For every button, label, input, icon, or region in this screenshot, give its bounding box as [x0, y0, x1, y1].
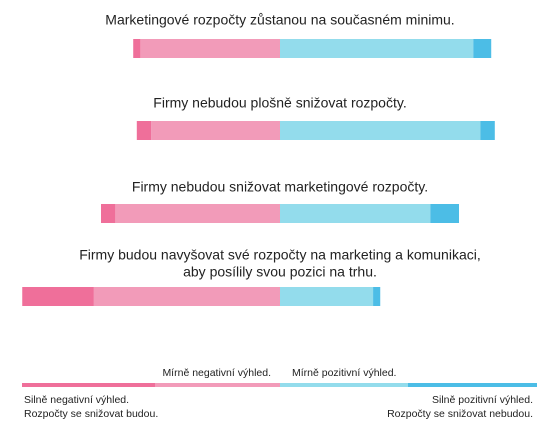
bar-segment — [280, 39, 474, 58]
bar-segment — [280, 287, 374, 306]
legend-label: Silně pozitivní výhled. — [432, 394, 533, 406]
legend-label: Mírně pozitivní výhled. — [292, 367, 396, 379]
bar-segment — [93, 287, 280, 306]
bar-segment — [280, 204, 431, 223]
bar-segment — [22, 287, 94, 306]
bar-segment — [373, 287, 381, 306]
bar-segment — [133, 39, 141, 58]
category-label: Firmy nebudou plošně snižovat rozpočty. — [153, 95, 406, 111]
legend-swatch — [280, 383, 408, 387]
category-label: Firmy nebudou snižovat marketingové rozp… — [132, 179, 428, 195]
category-label: Firmy budou navyšovat své rozpočty na ma… — [79, 247, 481, 263]
legend-label: Silně negativní výhled. — [24, 394, 129, 406]
bar-segment — [430, 204, 459, 223]
category-label: Marketingové rozpočty zůstanou na součas… — [105, 12, 454, 28]
bar-segment — [280, 121, 481, 140]
legend-label: Rozpočty se snižovat nebudou. — [387, 408, 533, 420]
legend-swatch — [408, 383, 537, 387]
bar-segment — [115, 204, 280, 223]
bar-segment — [101, 204, 116, 223]
bar-segment — [151, 121, 280, 140]
legend-swatch — [22, 383, 155, 387]
legend-label: Rozpočty se snižovat budou. — [24, 408, 158, 420]
bar-segment — [140, 39, 280, 58]
legend-label: Mírně negativní výhled. — [162, 367, 271, 379]
bar-segment — [473, 39, 492, 58]
bar-segment — [136, 121, 152, 140]
legend-swatch — [155, 383, 280, 387]
category-label: aby posílily svou pozici na trhu. — [183, 264, 377, 280]
bar-segment — [480, 121, 495, 140]
